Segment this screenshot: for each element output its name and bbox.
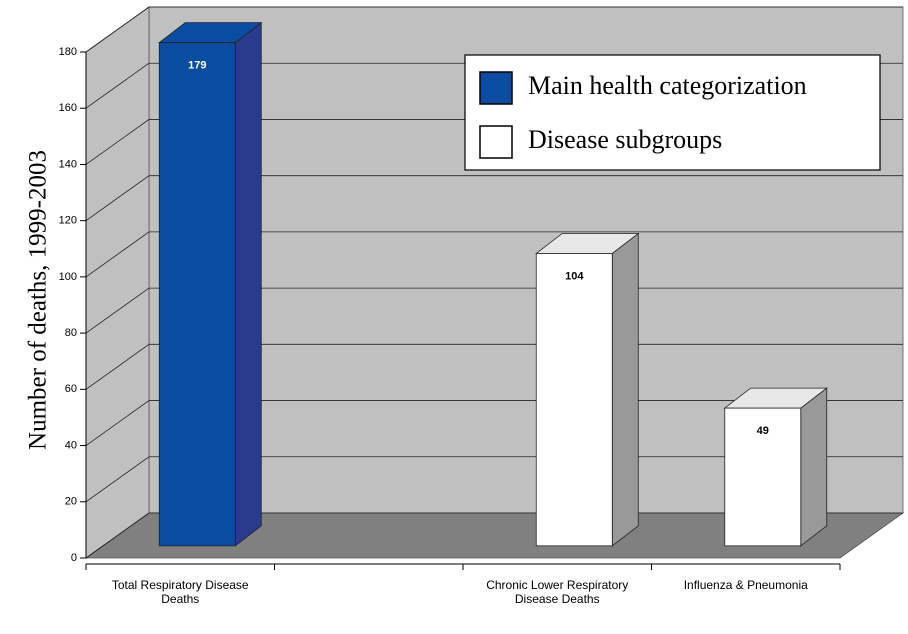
y-tick-label: 60: [65, 383, 77, 395]
x-tick-label: Influenza & Pneumonia: [683, 578, 808, 592]
legend-label: Disease subgroups: [528, 125, 722, 154]
y-tick-label: 160: [59, 102, 77, 114]
grid-line-side: [85, 231, 150, 278]
x-tick-label: Chronic Lower Respiratory Disease Deaths: [486, 578, 629, 606]
side-wall: [85, 6, 150, 559]
y-tick-label: 0: [71, 552, 77, 564]
grid-line-side: [85, 344, 150, 390]
legend-label: Main health categorization: [528, 71, 807, 100]
grid-line-side: [85, 119, 150, 165]
y-tick-label: 40: [65, 439, 77, 451]
y-tick-label: 80: [65, 327, 77, 339]
grid-line-side: [85, 62, 150, 109]
grid-line-side: [85, 400, 150, 446]
value-label: 104: [565, 270, 584, 282]
bar-side: [611, 232, 639, 547]
grid-line-side: [85, 456, 150, 503]
bar-front: [535, 253, 613, 547]
y-tick-label: 180: [59, 46, 77, 58]
y-tick-label: 140: [59, 158, 77, 170]
legend-box: [464, 54, 881, 171]
legend-swatch: [479, 125, 513, 159]
y-tick-label: 120: [59, 215, 77, 227]
bar-front: [158, 42, 236, 547]
y-axis-label: Number of deaths, 1999-2003: [25, 150, 52, 450]
bar: [723, 387, 828, 547]
grid-line-side: [85, 512, 150, 559]
grid-line-side: [85, 175, 150, 221]
x-tick-label: Total Respiratory Disease Deaths: [111, 578, 249, 606]
bar-front: [724, 407, 802, 547]
legend-swatch: [479, 71, 513, 105]
bar: [535, 232, 640, 547]
y-tick-label: 100: [59, 271, 77, 283]
y-tick-label: 20: [65, 496, 77, 508]
bar: [158, 21, 263, 547]
bar-side: [234, 21, 262, 547]
value-label: 49: [757, 425, 769, 437]
bar-side: [800, 387, 828, 547]
value-label: 179: [188, 60, 206, 72]
grid-line-side: [85, 6, 150, 53]
grid-line-side: [85, 287, 150, 334]
